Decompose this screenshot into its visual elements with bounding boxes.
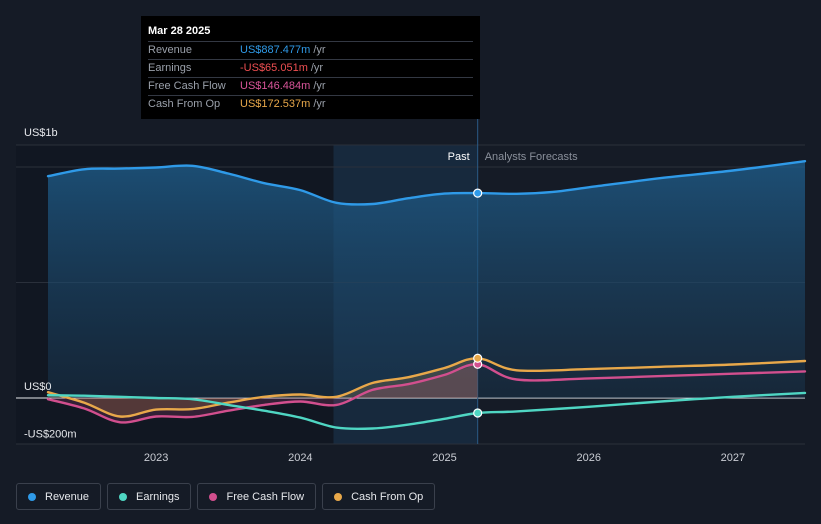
y-label-top: US$1b xyxy=(24,127,58,139)
tooltip-row-label: Free Cash Flow xyxy=(148,80,226,92)
tooltip-row-unit: /yr xyxy=(313,98,326,110)
tooltip-row-unit: /yr xyxy=(310,62,324,74)
y-label-zero: US$0 xyxy=(24,381,52,393)
legend-label: Revenue xyxy=(45,490,90,503)
revenue-area xyxy=(48,161,805,398)
earnings-line xyxy=(46,391,807,431)
tooltip-row-label: Revenue xyxy=(148,44,193,56)
forecast-label: Analysts Forecasts xyxy=(485,151,578,163)
tooltip-row-cfo: Cash From Op US$172.537m /yr xyxy=(148,95,473,113)
legend-item-free-cash-flow[interactable]: Free Cash Flow xyxy=(197,483,317,510)
legend-item-cash-from-op[interactable]: Cash From Op xyxy=(322,483,436,510)
past-label: Past xyxy=(448,151,470,163)
earnings-marker xyxy=(473,408,483,418)
x-tick-label: 2027 xyxy=(721,452,745,464)
x-tick-label: 2024 xyxy=(288,452,312,464)
tooltip-row-fcf: Free Cash Flow US$146.484m /yr xyxy=(148,77,473,95)
legend: Revenue Earnings Free Cash Flow Cash Fro… xyxy=(16,483,436,510)
legend-dot-icon xyxy=(28,492,36,501)
legend-dot-icon xyxy=(119,492,128,501)
chart-area: US$1b US$0 -US$200m 2023 2024 2025 2026 2027 Pas… xyxy=(16,16,807,464)
tooltip-row-value: US$172.537m xyxy=(240,98,311,110)
legend-label: Free Cash Flow xyxy=(226,490,305,503)
tooltip-row-value: US$887.477m xyxy=(240,44,311,56)
legend-label: Earnings xyxy=(136,490,180,503)
revenue-line xyxy=(46,160,807,206)
legend-label: Cash From Op xyxy=(351,490,424,503)
tooltip: Mar 28 2025 Revenue US$887.477m /yr Earn… xyxy=(141,16,480,119)
cash-from-op-line xyxy=(46,357,807,418)
tooltip-date: Mar 28 2025 xyxy=(148,25,211,37)
legend-item-revenue[interactable]: Revenue xyxy=(16,483,102,510)
x-tick-label: 2023 xyxy=(144,452,168,464)
cash-from-op-area xyxy=(48,358,478,417)
tooltip-row-value: US$146.484m xyxy=(240,80,311,92)
y-label-bottom: -US$200m xyxy=(24,429,77,441)
tooltip-row-label: Earnings xyxy=(148,62,192,74)
legend-dot-icon xyxy=(209,492,218,501)
x-tick-label: 2026 xyxy=(576,452,600,464)
free-cash-flow-area xyxy=(48,364,478,423)
legend-item-earnings[interactable]: Earnings xyxy=(107,483,192,510)
revenue-marker xyxy=(473,188,483,198)
tooltip-row-unit: /yr xyxy=(313,80,326,92)
legend-dot-icon xyxy=(334,492,343,501)
tooltip-row-earnings: Earnings -US$65.051m /yr xyxy=(148,59,473,77)
free-cash-flow-line xyxy=(46,363,807,424)
tooltip-row-value: -US$65.051m xyxy=(240,62,308,74)
tooltip-row-label: Cash From Op xyxy=(148,98,221,110)
x-tick-label: 2025 xyxy=(432,452,456,464)
cash-from-op-marker xyxy=(473,353,483,363)
tooltip-row-revenue: Revenue US$887.477m /yr xyxy=(148,41,473,59)
tooltip-row-unit: /yr xyxy=(313,44,326,56)
